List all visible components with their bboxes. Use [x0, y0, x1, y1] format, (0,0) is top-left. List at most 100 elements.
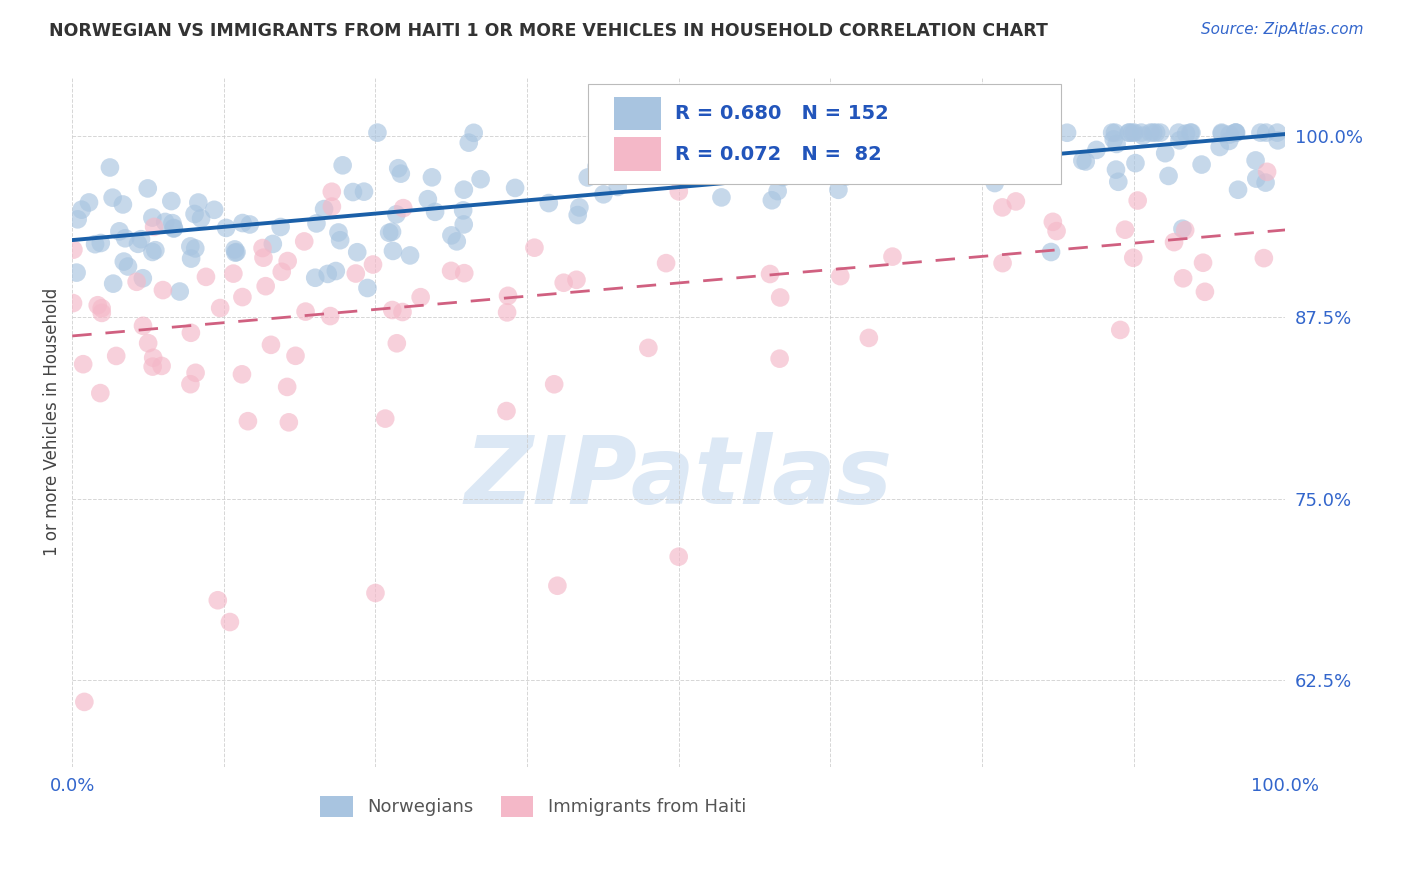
- Point: [1085, 143, 1108, 157]
- Point: [160, 194, 183, 208]
- Point: [381, 225, 404, 239]
- Point: [830, 269, 852, 284]
- Point: [495, 404, 517, 418]
- Point: [65, 266, 87, 280]
- Point: [1122, 251, 1144, 265]
- Point: [183, 207, 205, 221]
- Point: [132, 318, 155, 333]
- Point: [747, 159, 769, 173]
- Point: [1130, 126, 1153, 140]
- Point: [332, 158, 354, 172]
- Point: [543, 377, 565, 392]
- Point: [72, 357, 94, 371]
- Point: [1101, 126, 1123, 140]
- Point: [209, 301, 232, 315]
- Point: [761, 194, 783, 208]
- Point: [882, 250, 904, 264]
- Point: [451, 203, 474, 218]
- Point: [129, 232, 152, 246]
- Point: [503, 181, 526, 195]
- Point: [66, 212, 89, 227]
- Point: [389, 167, 412, 181]
- Point: [440, 264, 463, 278]
- Point: [153, 215, 176, 229]
- Point: [207, 593, 229, 607]
- Point: [346, 245, 368, 260]
- Point: [1107, 175, 1129, 189]
- Point: [142, 359, 165, 374]
- Point: [180, 252, 202, 266]
- Point: [399, 248, 422, 262]
- Point: [759, 267, 782, 281]
- Point: [132, 271, 155, 285]
- Point: [385, 207, 408, 221]
- Point: [180, 326, 202, 340]
- Point: [260, 338, 283, 352]
- Point: [457, 136, 479, 150]
- Point: [1225, 126, 1247, 140]
- Point: [1249, 126, 1271, 140]
- Point: [453, 266, 475, 280]
- Point: [537, 196, 560, 211]
- Point: [179, 239, 201, 253]
- Point: [1040, 245, 1063, 260]
- Point: [1139, 126, 1161, 140]
- Point: [835, 169, 858, 184]
- Point: [321, 200, 343, 214]
- Point: [254, 279, 277, 293]
- Point: [328, 226, 350, 240]
- Point: [321, 185, 343, 199]
- Point: [169, 285, 191, 299]
- Point: [1056, 126, 1078, 140]
- Point: [361, 258, 384, 272]
- Legend: Norwegians, Immigrants from Haiti: Norwegians, Immigrants from Haiti: [314, 789, 754, 824]
- Point: [984, 176, 1007, 190]
- Point: [637, 341, 659, 355]
- Point: [150, 359, 173, 373]
- FancyBboxPatch shape: [614, 137, 661, 170]
- Point: [366, 126, 388, 140]
- Point: [77, 195, 100, 210]
- Text: NORWEGIAN VS IMMIGRANTS FROM HAITI 1 OR MORE VEHICLES IN HOUSEHOLD CORRELATION C: NORWEGIAN VS IMMIGRANTS FROM HAITI 1 OR …: [49, 22, 1047, 40]
- Point: [1180, 126, 1202, 140]
- Point: [872, 126, 894, 140]
- Point: [1246, 171, 1268, 186]
- Point: [163, 221, 186, 235]
- Point: [391, 305, 413, 319]
- Point: [276, 380, 298, 394]
- Point: [1132, 128, 1154, 143]
- Point: [90, 301, 112, 316]
- Point: [231, 290, 253, 304]
- Point: [1168, 133, 1191, 147]
- Point: [1025, 126, 1047, 140]
- Point: [143, 219, 166, 234]
- Point: [496, 305, 519, 319]
- Point: [353, 185, 375, 199]
- Point: [86, 298, 108, 312]
- Point: [127, 236, 149, 251]
- Text: R = 0.072   N =  82: R = 0.072 N = 82: [675, 145, 882, 163]
- Point: [111, 197, 134, 211]
- Point: [827, 183, 849, 197]
- Point: [1227, 183, 1250, 197]
- Point: [423, 204, 446, 219]
- Point: [938, 162, 960, 177]
- Point: [1105, 162, 1128, 177]
- Point: [585, 159, 607, 173]
- Point: [236, 414, 259, 428]
- Point: [70, 202, 93, 217]
- Point: [714, 127, 737, 141]
- Point: [277, 415, 299, 429]
- Point: [1005, 194, 1028, 209]
- Point: [420, 170, 443, 185]
- Point: [194, 269, 217, 284]
- Point: [325, 264, 347, 278]
- Point: [385, 336, 408, 351]
- Point: [136, 336, 159, 351]
- Point: [184, 366, 207, 380]
- Point: [190, 211, 212, 226]
- Point: [105, 349, 128, 363]
- Point: [1118, 126, 1140, 140]
- Point: [1144, 126, 1167, 140]
- Point: [1211, 127, 1233, 141]
